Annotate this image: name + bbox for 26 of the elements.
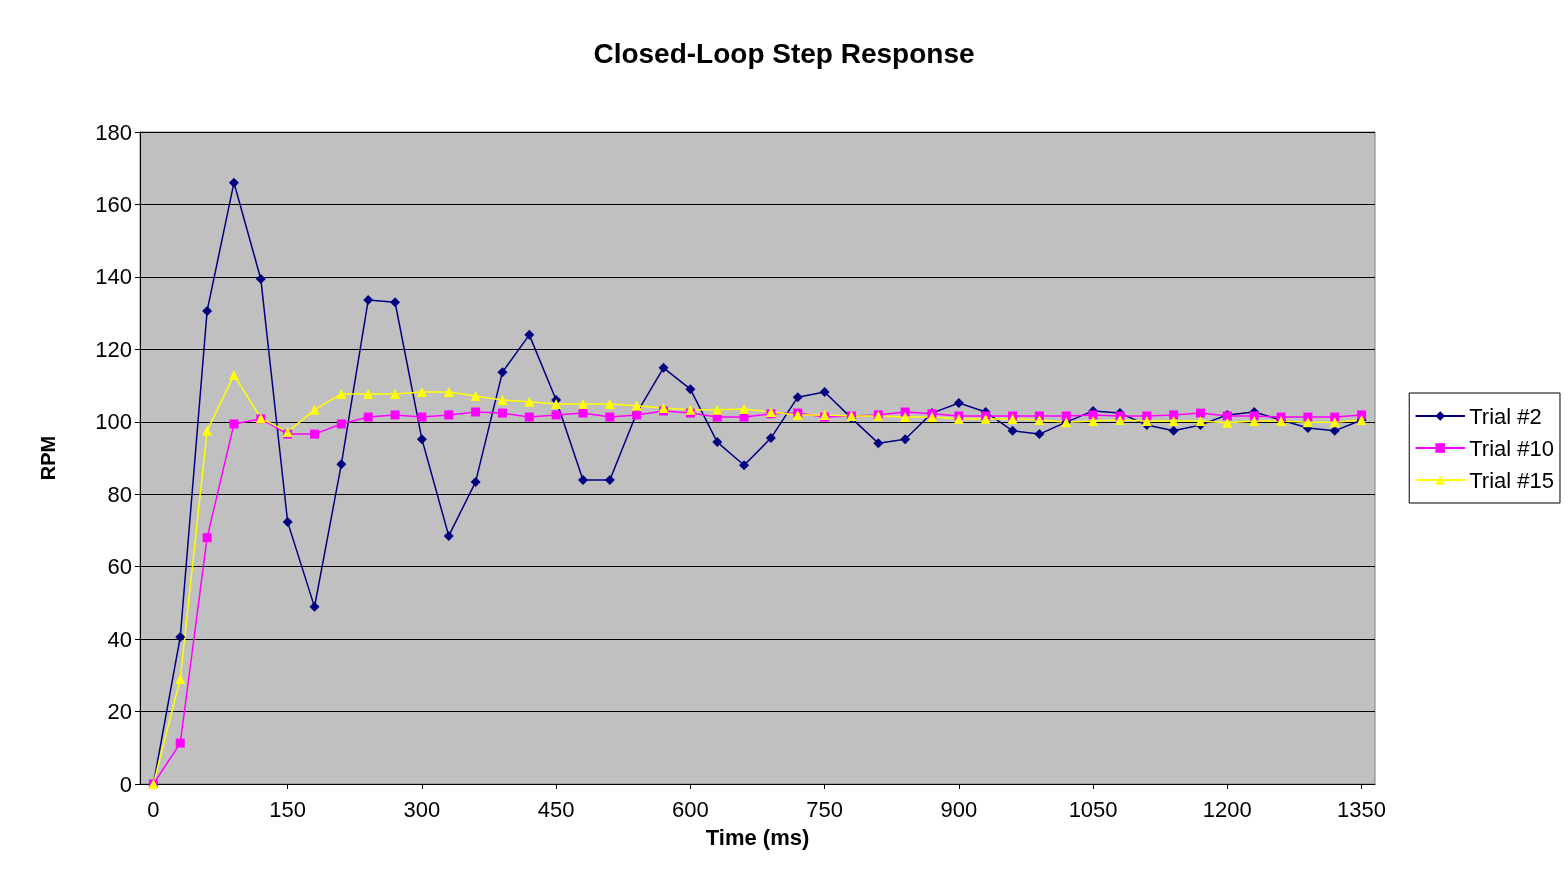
y-axis-title: RPM [37,435,59,481]
y-tick-label: 20 [107,699,132,725]
x-tick-label: 900 [940,796,978,822]
chart-title: Closed-Loop Step Response [593,37,975,69]
x-tick-label: 750 [806,796,843,822]
y-tick-label: 160 [95,191,132,217]
legend-label: Trial #15 [1469,467,1554,493]
x-tick-label: 150 [269,796,307,822]
x-tick-label: 450 [537,796,575,822]
x-tick-label: 1050 [1068,796,1118,822]
y-tick-label: 80 [107,481,132,507]
y-tick-label: 60 [107,554,132,580]
x-tick-label: 1350 [1337,796,1387,822]
x-tick-label: 300 [403,796,441,822]
y-tick-label: 120 [95,336,132,362]
x-tick-label: 600 [672,796,709,822]
y-tick-label: 180 [95,119,132,145]
x-axis-title: Time (ms) [705,824,810,850]
y-tick-label: 40 [107,626,132,652]
y-tick-label: 100 [95,409,132,435]
legend-label: Trial #10 [1469,435,1554,461]
y-tick-label: 140 [95,264,132,290]
x-tick-label: 1200 [1202,796,1252,822]
y-tick-label: 0 [119,771,132,797]
legend-label: Trial #2 [1469,403,1542,429]
x-tick-label: 0 [147,796,160,822]
